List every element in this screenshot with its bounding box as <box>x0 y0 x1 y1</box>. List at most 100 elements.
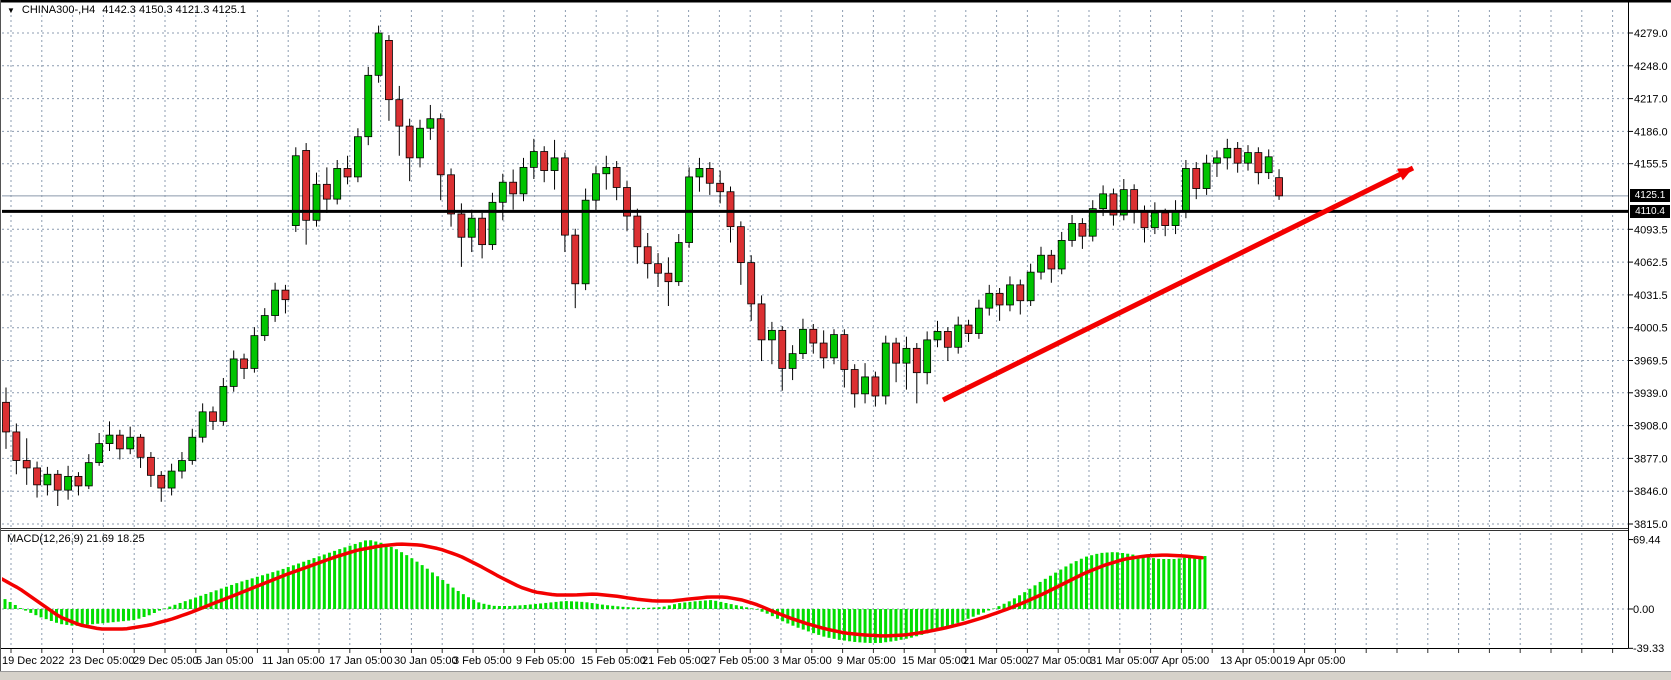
macd-histogram-bar <box>75 609 79 626</box>
price-axis-label: 3877.0 <box>1634 453 1668 465</box>
macd-histogram-bar <box>745 607 749 609</box>
time-axis-label: 21 Mar 05:00 <box>963 655 1028 667</box>
macd-histogram-bar <box>822 609 826 637</box>
macd-histogram-bar <box>85 609 89 625</box>
candle-down <box>716 182 725 193</box>
candle-up <box>550 157 559 171</box>
time-axis-label: 15 Feb 05:00 <box>581 655 646 667</box>
macd-histogram-bar <box>477 602 481 609</box>
window-top-border <box>0 0 1671 3</box>
candle-up <box>1119 189 1128 216</box>
candle-down <box>540 151 549 171</box>
macd-histogram-bar <box>24 609 28 611</box>
macd-histogram-bar <box>729 604 733 609</box>
macd-histogram-bar <box>909 609 913 638</box>
macd-histogram-bar <box>1064 566 1068 609</box>
macd-histogram-bar <box>1012 598 1016 609</box>
macd-histogram-bar <box>1177 558 1181 609</box>
candle-down <box>12 431 21 461</box>
macd-histogram-bar <box>39 609 43 618</box>
macd-histogram-bar <box>801 609 805 630</box>
macd-histogram-bar <box>1141 556 1145 609</box>
candle-down <box>1109 193 1118 216</box>
time-axis-label: 7 Apr 05:00 <box>1153 655 1209 667</box>
price-axis-label: 4186.0 <box>1634 126 1668 138</box>
candle-down <box>115 434 124 450</box>
macd-histogram-bar <box>1048 575 1052 609</box>
candle-down <box>322 183 331 200</box>
candle-down <box>1016 284 1025 302</box>
macd-histogram-bar <box>925 609 929 634</box>
price-axis-label: 3908.0 <box>1634 421 1668 433</box>
macd-histogram-bar <box>343 547 347 609</box>
candle-up <box>1037 254 1045 273</box>
macd-histogram-bar <box>29 609 33 613</box>
macd-histogram-bar <box>590 603 594 609</box>
macd-histogram-bar <box>879 609 882 643</box>
macd-histogram-bar <box>750 608 754 609</box>
macd-histogram-bar <box>884 609 888 643</box>
macd-histogram-bar <box>34 609 38 616</box>
price-axis[interactable]: 4279.0 4248.0 4217.0 4186.0 4155.5 4093.5 4062… <box>1628 28 1668 655</box>
macd-histogram-bar <box>1203 556 1207 609</box>
trend-arrow-head[interactable] <box>1397 168 1413 181</box>
trend-arrow[interactable] <box>941 165 1415 403</box>
candle-up <box>188 436 197 461</box>
macd-histogram-bar <box>600 604 604 609</box>
candle-up <box>498 181 507 203</box>
candle-up <box>602 166 611 175</box>
macd-histogram-bar <box>554 601 558 609</box>
candle-down <box>654 263 662 274</box>
macd-histogram-bar <box>487 604 491 609</box>
macd-histogram-bar <box>920 609 924 635</box>
macd-histogram-bar <box>678 603 682 609</box>
macd-histogram-bar <box>987 609 991 611</box>
macd-histogram-bar <box>714 600 718 609</box>
macd-histogram-bar <box>575 601 579 609</box>
candle-up <box>126 436 135 450</box>
trend-arrow-line[interactable] <box>941 165 1415 403</box>
macd-histogram-bar <box>168 606 172 609</box>
symbol-dropdown-icon[interactable]: ▼ <box>7 5 15 15</box>
macd-histogram-bar <box>631 607 635 609</box>
candle-up <box>416 127 424 159</box>
symbol-period-label: CHINA300-,H4 <box>21 4 96 16</box>
macd-histogram-bar <box>508 606 512 609</box>
candle-up <box>519 166 528 195</box>
macd-histogram-bar <box>580 601 584 609</box>
macd-histogram-bar <box>405 555 409 609</box>
candle-up <box>260 315 269 337</box>
macd-histogram-bar <box>106 609 110 623</box>
candle-up <box>353 136 362 178</box>
macd-histogram-bar <box>951 609 955 625</box>
ohlc-values-label: 4142.3 4150.3 4121.3 4125.1 <box>102 4 247 16</box>
macd-histogram-bar <box>1136 555 1140 609</box>
macd-histogram-bar <box>971 609 975 617</box>
price-axis-label: 4155.5 <box>1634 159 1668 171</box>
time-axis-label: 23 Dec 05:00 <box>69 655 134 667</box>
macd-histogram-bar <box>204 593 208 609</box>
candle-down <box>74 475 83 487</box>
candle-down <box>1275 177 1283 197</box>
macd-histogram-bar <box>626 607 630 609</box>
candle-up <box>364 74 373 138</box>
macd-histogram-bar <box>379 542 383 609</box>
candle-up <box>219 386 228 422</box>
candle-up <box>975 307 983 334</box>
time-axis-label: 15 Mar 05:00 <box>902 655 967 667</box>
macd-histogram-bar <box>940 609 944 629</box>
macd-histogram-bar <box>250 578 254 609</box>
candle-down <box>447 174 455 215</box>
candle-down <box>22 460 31 469</box>
candle-down <box>778 329 787 369</box>
macd-histogram-bar <box>621 606 625 609</box>
price-axis-label: 3846.0 <box>1634 486 1668 498</box>
macd-histogram-bar <box>281 568 285 609</box>
candle-up <box>861 376 869 395</box>
candle-up <box>923 339 932 374</box>
macd-histogram-bar <box>642 607 646 609</box>
macd-histogram-bar <box>760 609 764 612</box>
